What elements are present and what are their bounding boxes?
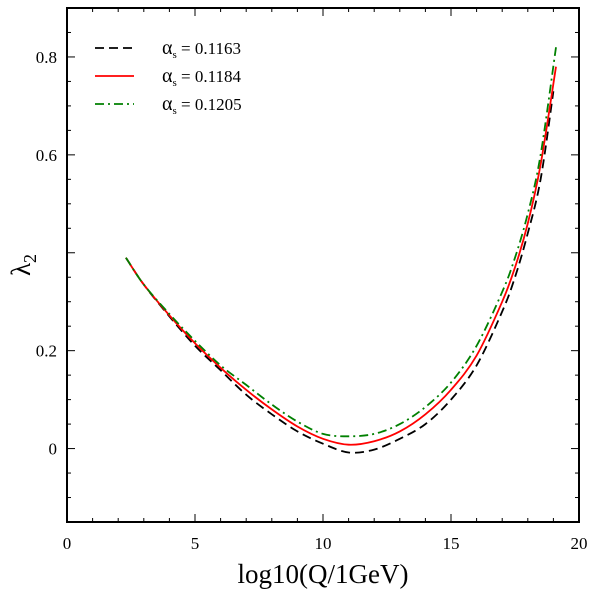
legend-alpha: α <box>162 37 173 59</box>
x-tick-label: 10 <box>315 534 332 553</box>
y-tick-label: 0 <box>49 440 58 459</box>
series-line-1 <box>125 91 555 454</box>
legend-alpha: α <box>162 65 173 87</box>
legend-value: = 0.1205 <box>177 95 242 114</box>
series-line-3 <box>125 47 557 438</box>
legend-subscript: s <box>172 77 176 89</box>
legend-subscript: s <box>172 49 176 61</box>
legend-value: = 0.1184 <box>177 67 242 86</box>
x-axis-label: log10(Q/1GeV) <box>238 559 409 589</box>
y-axis-label: λ2 <box>6 254 40 276</box>
legend-entry-3: αs = 0.1205 <box>162 93 242 117</box>
x-tick-label: 20 <box>571 534 588 553</box>
legend-value: = 0.1163 <box>177 39 241 58</box>
series-line-2 <box>125 66 557 446</box>
legend-alpha: α <box>162 93 173 115</box>
legend-entry-1: αs = 0.1163 <box>162 37 241 61</box>
plot-frame <box>66 7 580 523</box>
series-lines <box>125 47 557 454</box>
x-tick-label: 0 <box>63 534 72 553</box>
tick-labels: 0 5 10 15 20 0 0.2 0.6 0.8 <box>36 48 588 553</box>
legend-entry-2: αs = 0.1184 <box>162 65 241 89</box>
y-tick-label: 0.2 <box>36 342 57 361</box>
y-tick-label: 0.6 <box>36 146 57 165</box>
y-tick-label: 0.8 <box>36 48 57 67</box>
legend-subscript: s <box>172 105 176 117</box>
y-axis-label-symbol: λ <box>6 263 36 276</box>
ticks <box>66 7 580 523</box>
x-tick-label: 5 <box>191 534 200 553</box>
y-axis-label-subscript: 2 <box>20 254 40 263</box>
x-tick-label: 15 <box>443 534 460 553</box>
